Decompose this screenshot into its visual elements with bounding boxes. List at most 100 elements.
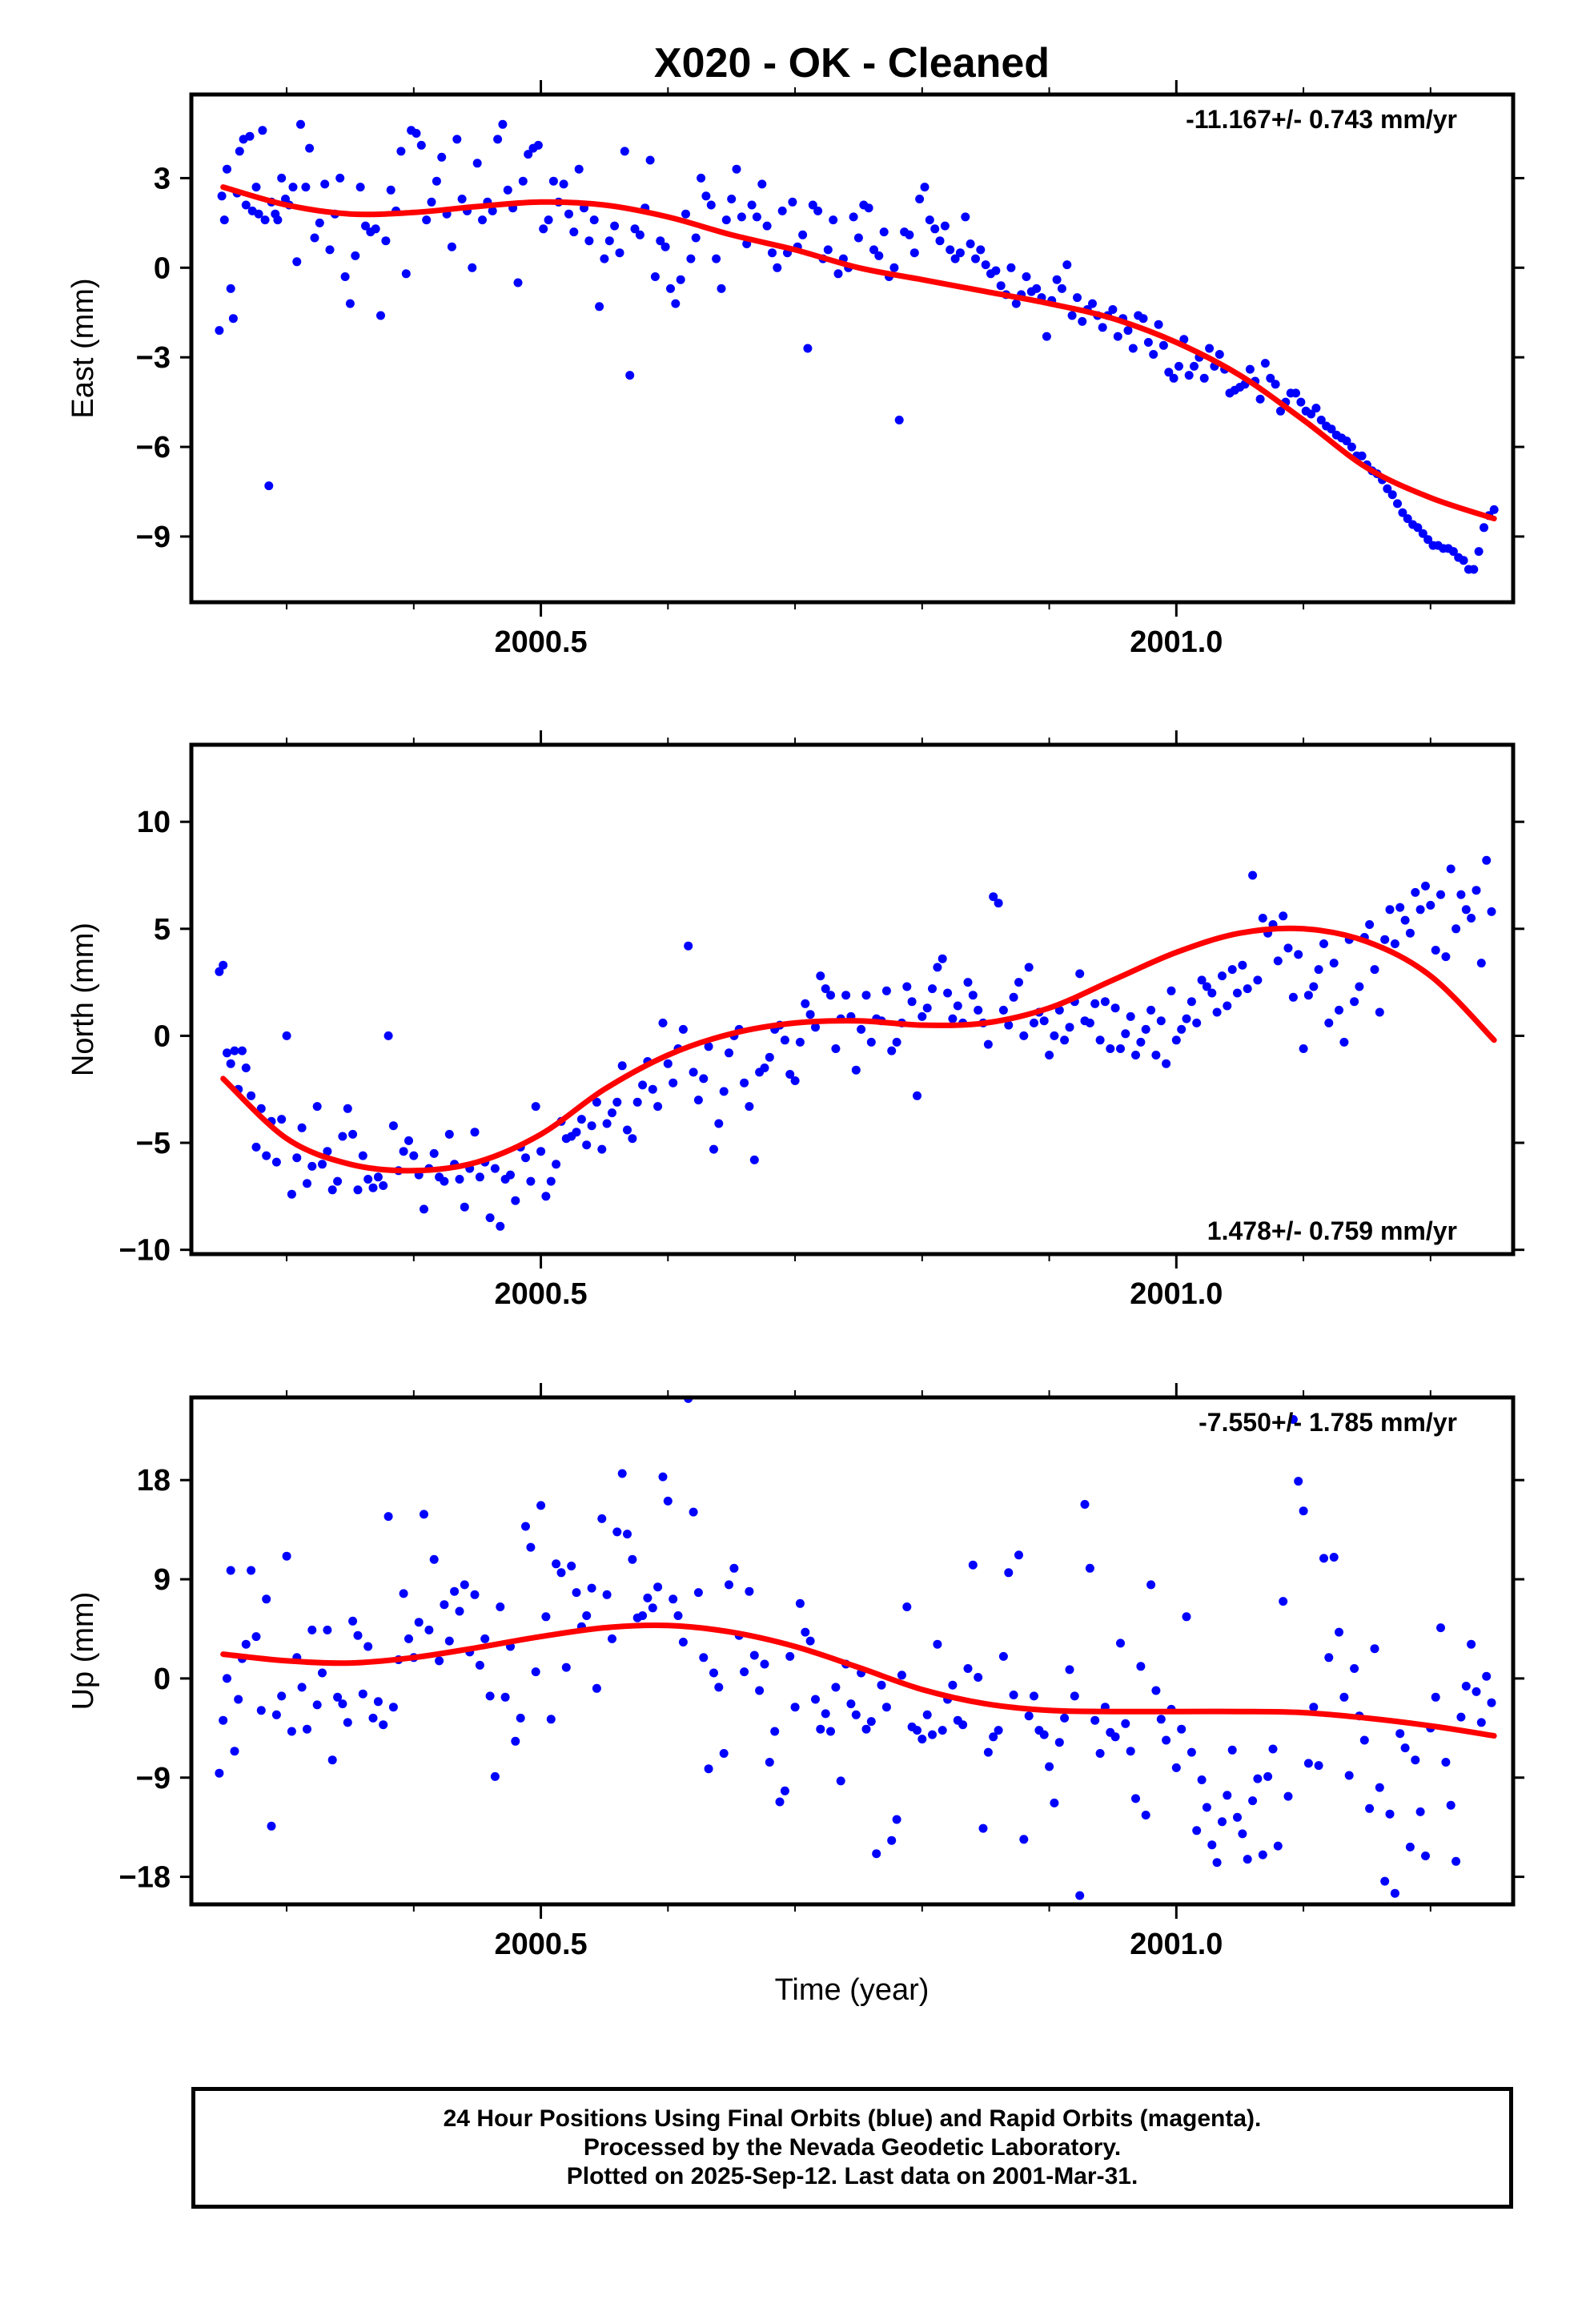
east-data-point (422, 215, 432, 225)
north-data-point (1039, 1016, 1049, 1026)
north-data-point (1487, 907, 1496, 916)
up-data-point (1248, 1796, 1258, 1806)
north-data-point (678, 1024, 688, 1034)
north-data-point (379, 1181, 388, 1190)
north-data-point (1283, 943, 1293, 953)
north-data-point (907, 997, 917, 1007)
up-data-point (1004, 1568, 1014, 1578)
north-data-point (602, 1119, 612, 1128)
up-data-point (963, 1664, 973, 1673)
north-data-point (780, 1035, 789, 1045)
east-data-point (325, 245, 335, 255)
up-data-point (444, 1636, 454, 1646)
up-data-point (323, 1625, 332, 1634)
up-data-point (866, 1717, 876, 1727)
up-data-point (1019, 1835, 1029, 1844)
north-data-point (271, 1157, 281, 1167)
up-data-point (496, 1602, 505, 1611)
north-data-point (383, 1031, 393, 1040)
east-data-point (757, 179, 767, 189)
up-data-point (480, 1634, 490, 1643)
north-data-point (277, 1115, 287, 1124)
east-data-point (254, 209, 263, 219)
east-data-point (798, 230, 808, 239)
up-data-point (775, 1797, 785, 1807)
east-data-point (533, 140, 543, 150)
north-data-point (1411, 887, 1420, 897)
up-data-point (241, 1639, 251, 1649)
north-data-point (801, 999, 810, 1008)
up-data-point (1268, 1744, 1278, 1754)
east-data-point (676, 275, 685, 284)
east-data-point (1342, 436, 1351, 446)
east-data-point (1327, 424, 1336, 434)
up-data-point (1350, 1664, 1359, 1673)
east-data-point (251, 183, 261, 192)
north-data-point (866, 1037, 876, 1047)
north-data-point (292, 1153, 302, 1163)
east-data-point (1073, 293, 1082, 303)
north-data-point (632, 1097, 642, 1107)
north-data-point (617, 1061, 627, 1071)
north-data-point (1472, 886, 1481, 895)
north-data-point (1197, 975, 1207, 985)
east-data-point (1154, 320, 1163, 329)
north-data-point (241, 1063, 251, 1072)
east-data-point (1480, 523, 1488, 533)
up-data-point (1110, 1732, 1120, 1742)
up-data-point (1126, 1747, 1135, 1756)
north-data-point (922, 1003, 932, 1013)
up-data-point (271, 1710, 281, 1719)
east-data-point (940, 221, 950, 231)
east-data-point (518, 176, 528, 186)
north-data-point (219, 960, 228, 970)
up-data-point (790, 1703, 800, 1712)
east-data-point (288, 183, 298, 192)
east-data-point (437, 152, 447, 162)
east-data-point (721, 215, 731, 225)
east-data-point (966, 239, 975, 248)
up-data-point (913, 1726, 921, 1735)
north-data-point (338, 1132, 347, 1141)
east-data-point (301, 183, 311, 192)
north-data-point (1355, 982, 1364, 991)
up-data-point (725, 1580, 733, 1590)
up-data-point (1030, 1691, 1038, 1701)
up-data-point (383, 1512, 393, 1522)
up-data-point (1436, 1623, 1445, 1633)
east-data-point (666, 283, 675, 293)
north-data-point (704, 1042, 713, 1051)
east-data-point (569, 227, 579, 237)
up-data-point (1400, 1743, 1410, 1753)
east-data-point (1128, 344, 1138, 353)
north-data-point (1395, 903, 1405, 912)
up-data-point (978, 1823, 988, 1833)
up-data-point (1162, 1735, 1171, 1745)
up-data-point (998, 1651, 1008, 1661)
north-data-point (587, 1121, 596, 1131)
east-plot-frame (189, 92, 1516, 605)
up-data-point (521, 1522, 530, 1531)
up-data-point (851, 1710, 861, 1719)
east-data-point (1245, 364, 1255, 374)
up-data-point (1253, 1774, 1263, 1783)
north-x-tick-label: 2000.5 (494, 1277, 587, 1311)
east-data-point (706, 200, 716, 210)
up-data-point (1141, 1811, 1150, 1819)
east-data-point (1138, 314, 1148, 324)
north-data-point (1467, 914, 1476, 923)
north-data-point (684, 941, 693, 951)
up-x-tick-label: 2001.0 (1130, 1928, 1223, 1961)
north-data-point (1218, 971, 1227, 981)
north-data-point (1095, 1035, 1105, 1045)
north-data-point (881, 986, 891, 995)
north-data-point (1009, 992, 1018, 1002)
figure-title: X020 - OK - Cleaned (654, 40, 1050, 86)
up-data-point (1024, 1711, 1034, 1721)
up-data-point (1212, 1858, 1222, 1868)
north-data-point (546, 1176, 556, 1186)
north-data-point (938, 954, 947, 963)
up-data-point (399, 1589, 408, 1598)
east-data-point (727, 195, 737, 203)
up-data-point (1303, 1759, 1313, 1768)
